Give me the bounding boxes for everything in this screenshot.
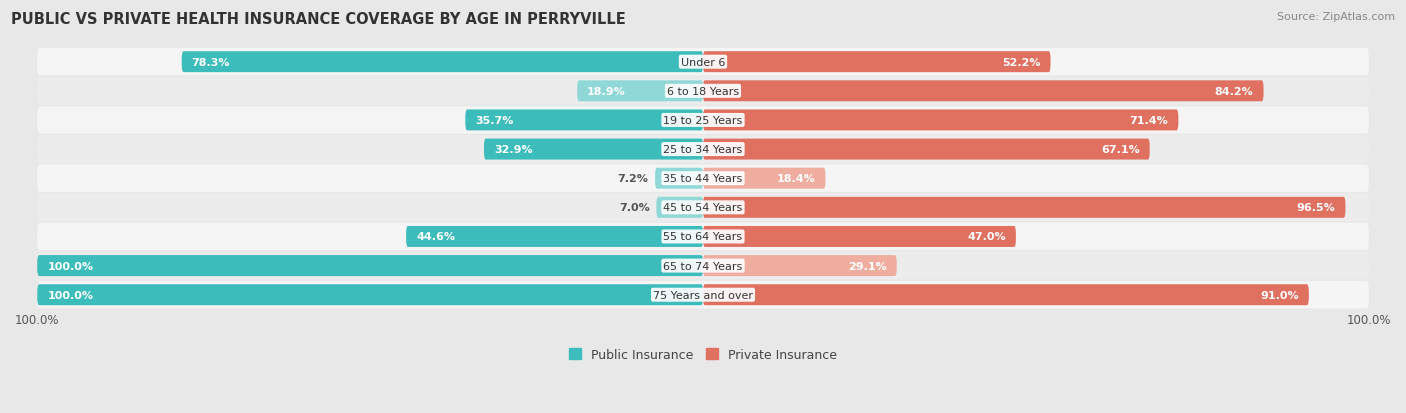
- FancyBboxPatch shape: [181, 52, 703, 73]
- FancyBboxPatch shape: [37, 223, 1369, 251]
- FancyBboxPatch shape: [37, 194, 1369, 221]
- Text: 100.0%: 100.0%: [48, 290, 93, 300]
- Legend: Public Insurance, Private Insurance: Public Insurance, Private Insurance: [568, 348, 838, 361]
- Text: PUBLIC VS PRIVATE HEALTH INSURANCE COVERAGE BY AGE IN PERRYVILLE: PUBLIC VS PRIVATE HEALTH INSURANCE COVER…: [11, 12, 626, 27]
- FancyBboxPatch shape: [703, 226, 1017, 247]
- FancyBboxPatch shape: [703, 110, 1178, 131]
- Text: 75 Years and over: 75 Years and over: [652, 290, 754, 300]
- FancyBboxPatch shape: [37, 252, 1369, 280]
- FancyBboxPatch shape: [406, 226, 703, 247]
- Text: 65 to 74 Years: 65 to 74 Years: [664, 261, 742, 271]
- FancyBboxPatch shape: [703, 139, 1150, 160]
- FancyBboxPatch shape: [37, 285, 703, 306]
- FancyBboxPatch shape: [37, 281, 1369, 309]
- Text: 78.3%: 78.3%: [191, 57, 231, 67]
- Text: 67.1%: 67.1%: [1101, 145, 1140, 155]
- FancyBboxPatch shape: [37, 256, 703, 276]
- Text: 84.2%: 84.2%: [1215, 87, 1254, 97]
- FancyBboxPatch shape: [703, 197, 1346, 218]
- FancyBboxPatch shape: [37, 78, 1369, 105]
- Text: 45 to 54 Years: 45 to 54 Years: [664, 203, 742, 213]
- Text: 71.4%: 71.4%: [1129, 116, 1168, 126]
- Text: 47.0%: 47.0%: [967, 232, 1005, 242]
- Text: 100.0%: 100.0%: [48, 261, 93, 271]
- FancyBboxPatch shape: [37, 107, 1369, 134]
- Text: 18.4%: 18.4%: [776, 174, 815, 184]
- Text: 35.7%: 35.7%: [475, 116, 513, 126]
- FancyBboxPatch shape: [703, 81, 1264, 102]
- Text: Under 6: Under 6: [681, 57, 725, 67]
- Text: 18.9%: 18.9%: [588, 87, 626, 97]
- Text: 32.9%: 32.9%: [494, 145, 533, 155]
- FancyBboxPatch shape: [655, 169, 703, 189]
- FancyBboxPatch shape: [484, 139, 703, 160]
- Text: 29.1%: 29.1%: [848, 261, 887, 271]
- Text: 55 to 64 Years: 55 to 64 Years: [664, 232, 742, 242]
- Text: 7.2%: 7.2%: [617, 174, 648, 184]
- FancyBboxPatch shape: [703, 52, 1050, 73]
- FancyBboxPatch shape: [37, 165, 1369, 192]
- Text: 96.5%: 96.5%: [1296, 203, 1336, 213]
- FancyBboxPatch shape: [703, 169, 825, 189]
- Text: 19 to 25 Years: 19 to 25 Years: [664, 116, 742, 126]
- FancyBboxPatch shape: [37, 49, 1369, 76]
- Text: 7.0%: 7.0%: [619, 203, 650, 213]
- Text: 35 to 44 Years: 35 to 44 Years: [664, 174, 742, 184]
- Text: Source: ZipAtlas.com: Source: ZipAtlas.com: [1277, 12, 1395, 22]
- Text: 52.2%: 52.2%: [1002, 57, 1040, 67]
- FancyBboxPatch shape: [578, 81, 703, 102]
- Text: 25 to 34 Years: 25 to 34 Years: [664, 145, 742, 155]
- FancyBboxPatch shape: [465, 110, 703, 131]
- FancyBboxPatch shape: [657, 197, 703, 218]
- FancyBboxPatch shape: [37, 136, 1369, 164]
- Text: 44.6%: 44.6%: [416, 232, 456, 242]
- FancyBboxPatch shape: [703, 285, 1309, 306]
- FancyBboxPatch shape: [703, 256, 897, 276]
- Text: 91.0%: 91.0%: [1260, 290, 1299, 300]
- Text: 6 to 18 Years: 6 to 18 Years: [666, 87, 740, 97]
